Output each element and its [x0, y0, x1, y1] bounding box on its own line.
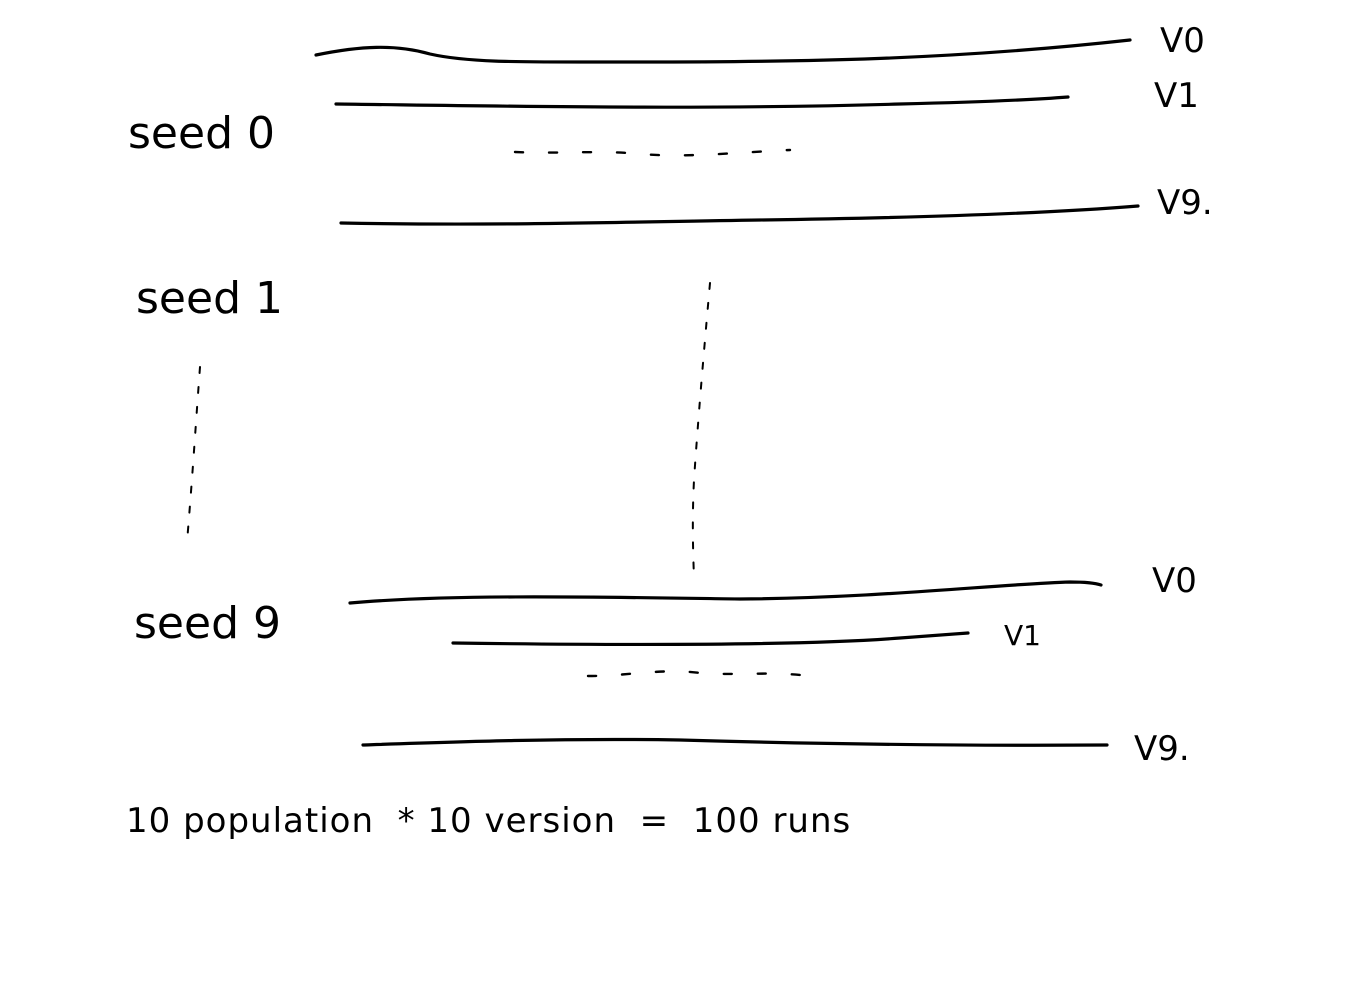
seed-9-run-v0-line	[348, 580, 1103, 605]
seed-0-run-v9-line	[339, 204, 1140, 226]
seed-9-ellipsis-dashes	[586, 670, 824, 680]
seed-9-run-v1-line	[451, 631, 970, 647]
seed-0-run-v1-line	[334, 95, 1070, 109]
seed-0-group: seed 0 V0 V1 V9.	[128, 21, 1213, 226]
seed-9-v0-label: V0	[1152, 561, 1197, 601]
seed-1-group: seed 1	[136, 273, 283, 324]
runs-formula: 10 population * 10 version = 100 runs	[126, 801, 851, 841]
seed-1-label: seed 1	[136, 273, 283, 324]
seed-0-run-v0-line	[314, 38, 1132, 64]
seed-9-v9-label: V9.	[1134, 729, 1190, 769]
seed-9-group: seed 9 V0 V1 V9.	[134, 561, 1197, 769]
seed-9-label: seed 9	[134, 598, 281, 649]
runs-vertical-ellipsis-middle	[691, 282, 711, 579]
seed-9-run-v9-line	[361, 737, 1109, 747]
seed-0-v9-label: V9.	[1157, 183, 1213, 223]
seed-0-v0-label: V0	[1160, 21, 1205, 61]
seed-9-v1-label: V1	[1004, 619, 1041, 652]
seed-0-label: seed 0	[128, 108, 275, 159]
seed-0-ellipsis-dashes	[513, 148, 792, 157]
seed-0-v1-label: V1	[1154, 76, 1199, 116]
seeds-vertical-ellipsis-left	[186, 366, 201, 543]
